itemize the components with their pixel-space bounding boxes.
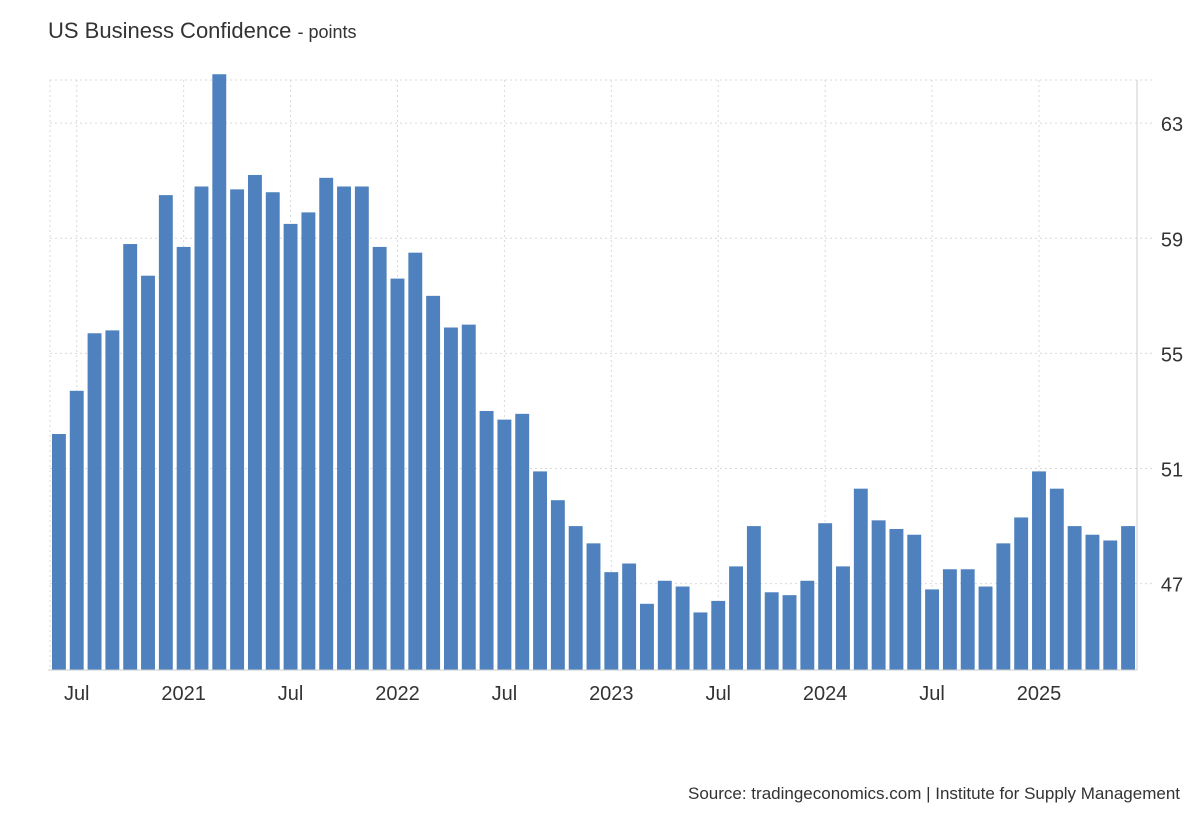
x-tick-label: Jul [278, 683, 304, 705]
x-tick-label: 2021 [161, 683, 206, 705]
bar [871, 520, 886, 670]
bar [604, 572, 619, 670]
bar [711, 600, 726, 670]
bar [354, 186, 369, 671]
bar [657, 580, 672, 670]
bar [123, 244, 138, 671]
bar [764, 592, 779, 670]
bar [675, 586, 690, 670]
bar [105, 330, 120, 670]
bar [176, 246, 191, 670]
bar [853, 488, 868, 670]
bar [960, 569, 975, 670]
bar [194, 186, 209, 671]
bar [497, 419, 512, 670]
bar [247, 174, 262, 671]
bar [230, 189, 245, 670]
bar [87, 333, 102, 670]
bar [907, 534, 922, 670]
bar [301, 212, 316, 670]
bar [889, 528, 904, 670]
bar [1085, 534, 1100, 670]
bar [265, 192, 280, 671]
bar [426, 295, 441, 670]
x-tick-label: 2025 [1017, 683, 1062, 705]
bar [550, 500, 565, 670]
bar [1121, 526, 1136, 670]
bar [1067, 526, 1082, 670]
bar [461, 324, 476, 670]
x-tick-label: 2023 [589, 683, 634, 705]
bar [800, 580, 815, 670]
y-tick-label: 55 [1161, 344, 1183, 366]
bar [942, 569, 957, 670]
bar [1014, 517, 1029, 670]
bar [1103, 540, 1118, 670]
chart-title-text: US Business Confidence [48, 18, 292, 43]
bar [390, 278, 405, 670]
bar [978, 586, 993, 670]
bar [479, 410, 494, 670]
y-tick-label: 47 [1161, 575, 1183, 597]
bar [337, 186, 351, 671]
bar [69, 390, 84, 670]
chart-unit: - points [297, 22, 357, 42]
bar [443, 327, 458, 670]
x-tick-label: 2022 [375, 683, 420, 705]
bar [283, 223, 298, 670]
axis-layer [48, 80, 1138, 671]
bar [408, 252, 423, 670]
x-tick-label: 2024 [803, 683, 848, 705]
x-tick-label: Jul [492, 683, 518, 705]
bar [533, 471, 547, 670]
x-tick-label: Jul [705, 683, 731, 705]
bar [640, 603, 654, 670]
bar [925, 589, 940, 670]
y-tick-label: 63 [1161, 114, 1183, 136]
bar [746, 526, 761, 670]
bar [372, 246, 387, 670]
bar-layer [51, 74, 1136, 671]
bar [818, 523, 833, 670]
chart-title: US Business Confidence - points [48, 18, 357, 44]
bar [693, 612, 708, 670]
x-tick-label: Jul [64, 683, 90, 705]
bar [782, 595, 797, 670]
bar [622, 563, 637, 670]
bar [515, 413, 530, 670]
bar [51, 434, 66, 670]
bar-chart: 47 51 55 59 63 Jul 2021 Jul 2022 Jul 2023 Jul 2024 Ju… [48, 74, 1183, 705]
bar [1049, 488, 1064, 670]
bar [836, 566, 850, 670]
bar [212, 74, 227, 671]
source-note: Source: tradingeconomics.com | Institute… [688, 784, 1180, 803]
bar [158, 195, 173, 670]
bar [1032, 471, 1046, 670]
label-layer: 47 51 55 59 63 Jul 2021 Jul 2022 Jul 2023 Jul 2024 Ju… [64, 114, 1183, 705]
bar [729, 566, 744, 670]
x-tick-label: Jul [919, 683, 945, 705]
bar [319, 177, 334, 670]
bar [568, 526, 583, 670]
y-tick-label: 51 [1161, 460, 1183, 482]
y-tick-label: 59 [1161, 229, 1183, 251]
bar [996, 543, 1011, 670]
bar [586, 543, 601, 670]
bar [141, 275, 155, 670]
